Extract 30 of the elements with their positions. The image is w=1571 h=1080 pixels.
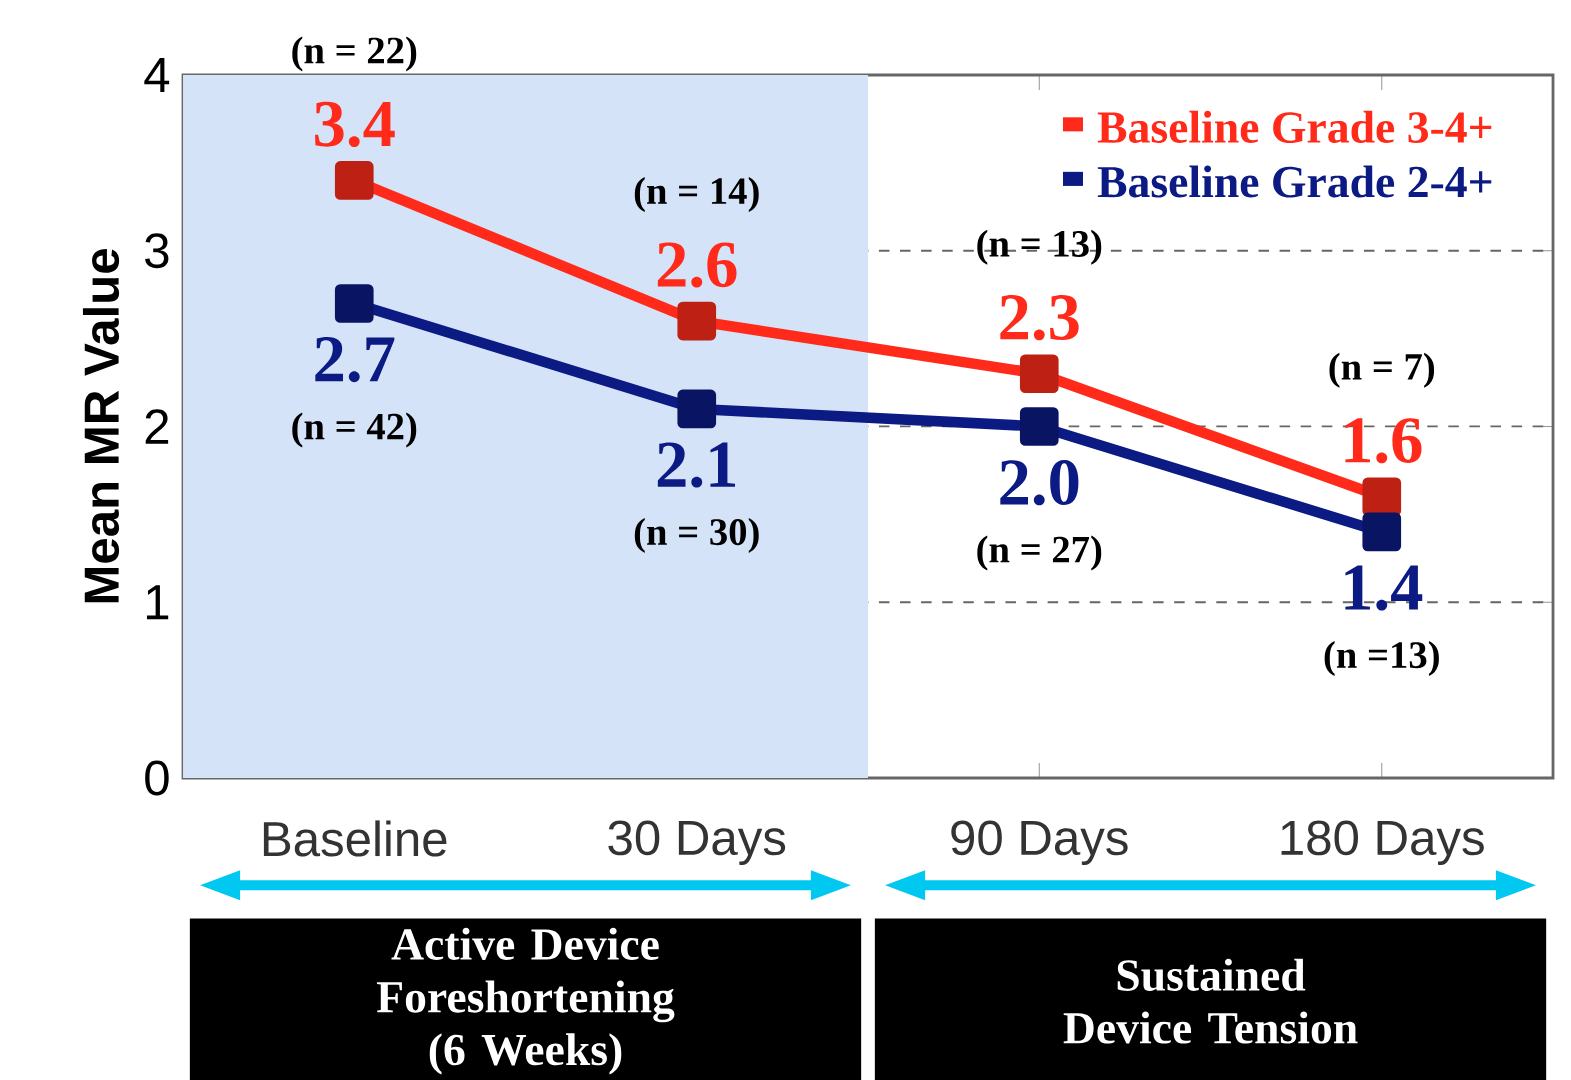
y-axis-title: Mean MR Value [82,249,120,603]
annotation: (n =13) [1324,640,1439,676]
text: Active Device Foreshortening (6 Weeks) [376,927,675,1075]
annotation: (n = 30) [634,517,759,553]
data-label: 2.6 [657,242,737,288]
annotation: (n = 7) [1329,352,1435,388]
y-tick-label: 0 [145,760,169,796]
annotation: (n = 42) [292,412,417,448]
data-label: 1.4 [1345,565,1423,611]
y-tick-label: 3 [145,233,169,269]
annotation: (n = 13) [977,229,1102,265]
annotation: (n = 22) [292,36,417,72]
data-label: 2.7 [315,336,395,383]
x-tick-label: 30 Days [608,820,786,865]
data-label: 2.1 [657,442,736,488]
y-tick-label: 4 [144,58,170,92]
x-tick-label: Baseline [263,820,447,857]
data-label: 1.6 [1345,418,1422,464]
data-label: 3.4 [315,101,395,147]
annotation: (n = 27) [977,535,1102,571]
legend-label: Baseline Grade 2-4+ [1097,165,1492,198]
legend-label: Baseline Grade 3-4+ [1097,110,1492,143]
y-tick-label: 2 [145,409,169,444]
x-tick-label: 90 Days [951,820,1128,865]
x-tick-label: 180 Days [1281,820,1484,865]
annotation: (n = 14) [634,177,759,213]
text: Sustained Device Tension [1063,958,1358,1044]
data-label: 2.3 [1000,295,1079,341]
y-tick-label: 1 [146,585,169,620]
data-label: 2.0 [1000,460,1079,506]
